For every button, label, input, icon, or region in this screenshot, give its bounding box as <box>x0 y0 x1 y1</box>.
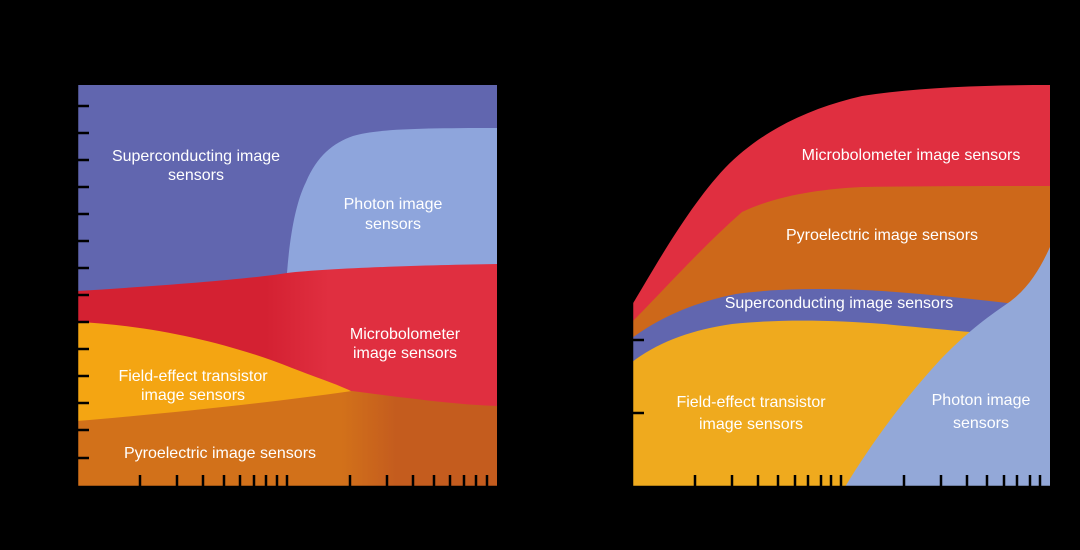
label-field-effect-left-line2: image sensors <box>141 387 245 404</box>
right-chart: Microbolometer image sensors Pyroelectri… <box>630 85 1050 489</box>
label-field-effect-right-line2: image sensors <box>699 416 803 433</box>
area-label-microbolometer-left: Microbolometer image sensors <box>350 326 461 362</box>
area-label-photon-left: Photon image sensors <box>344 196 443 233</box>
label-superconducting-right-line1: Superconducting image sensors <box>725 295 954 312</box>
label-microbolometer-left-line1: Microbolometer <box>350 326 461 343</box>
right-x-axis-ticks <box>693 475 1042 487</box>
label-photon-left-line1: Photon image <box>344 196 443 213</box>
area-label-field-effect-right: Field-effect transistor image sensors <box>676 394 826 433</box>
left-chart-areas <box>77 85 497 487</box>
left-x-axis-ticks <box>138 475 489 487</box>
label-microbolometer-left-line2: image sensors <box>353 345 457 362</box>
right-y-axis-ticks <box>632 119 644 415</box>
label-pyroelectric-left-line1: Pyroelectric image sensors <box>124 445 316 462</box>
area-pyroelectric-left <box>77 391 497 487</box>
area-label-photon-right: Photon image sensors <box>932 392 1031 432</box>
area-photon-left <box>287 128 497 273</box>
area-label-pyroelectric-right: Pyroelectric image sensors <box>786 227 978 244</box>
right-chart-labels: Microbolometer image sensors Pyroelectri… <box>676 147 1030 433</box>
label-field-effect-left-line1: Field-effect transistor <box>118 368 268 385</box>
right-chart-areas <box>632 85 1050 487</box>
area-label-microbolometer-right: Microbolometer image sensors <box>802 147 1021 164</box>
area-label-superconducting-right: Superconducting image sensors <box>725 295 954 312</box>
label-photon-right-line2: sensors <box>953 415 1009 432</box>
label-photon-right-line1: Photon image <box>932 392 1031 409</box>
right-chart-axes <box>630 85 1050 489</box>
area-label-field-effect-left: Field-effect transistor image sensors <box>118 368 268 404</box>
right-axis-lines <box>630 85 1050 489</box>
left-chart-labels: Superconducting image sensors Photon ima… <box>112 148 461 462</box>
label-pyroelectric-right-line1: Pyroelectric image sensors <box>786 227 978 244</box>
area-label-pyroelectric-left: Pyroelectric image sensors <box>124 445 316 462</box>
label-photon-left-line2: sensors <box>365 216 421 233</box>
left-axis-lines <box>75 85 497 489</box>
left-chart: Superconducting image sensors Photon ima… <box>75 85 497 489</box>
area-label-superconducting-left: Superconducting image sensors <box>112 148 280 184</box>
left-y-axis-ticks <box>77 104 89 460</box>
label-microbolometer-right-line1: Microbolometer image sensors <box>802 147 1021 164</box>
area-photon-right <box>845 247 1050 487</box>
label-superconducting-left-line1: Superconducting image <box>112 148 280 165</box>
label-field-effect-right-line1: Field-effect transistor <box>676 394 826 411</box>
left-chart-axes <box>75 85 497 489</box>
label-superconducting-left-line2: sensors <box>168 167 224 184</box>
